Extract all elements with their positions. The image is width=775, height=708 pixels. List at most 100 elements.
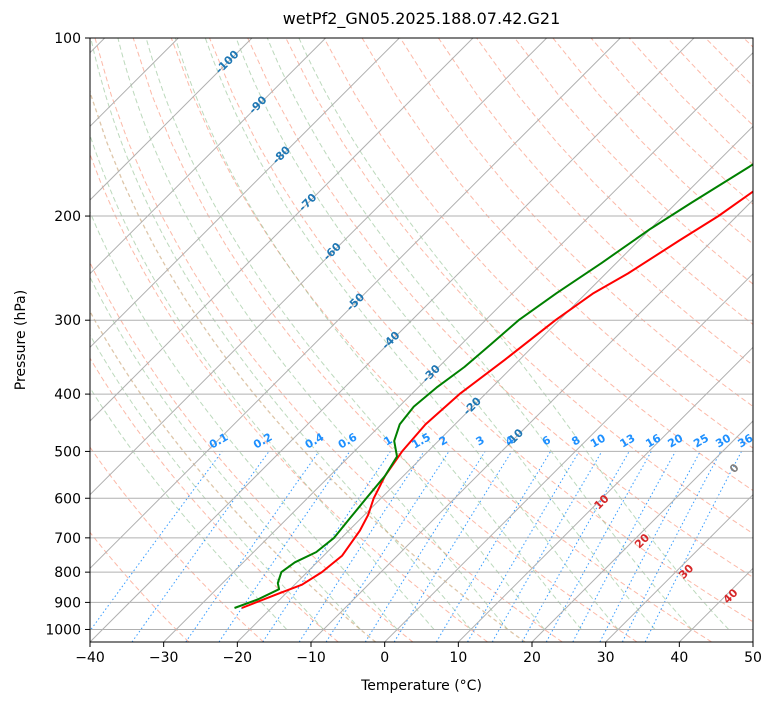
- dry-adiabat-reference: [90, 88, 526, 642]
- mixing-ratio-label: 6: [540, 433, 553, 448]
- mixing-ratio-line: [572, 451, 676, 642]
- line-labels: -100-90-80-70-60-50-40-30-20-1000.1 0.2 0.…: [207, 48, 756, 607]
- dry-adiabat: [170, 38, 712, 642]
- mixing-ratio-label: 1: [382, 433, 395, 448]
- mixing-ratio-label: 16: [643, 431, 663, 450]
- dry-adiabat: [667, 38, 753, 126]
- x-axis-label: Temperature (°C): [361, 678, 482, 694]
- moist-adiabat: [235, 38, 656, 630]
- isotherm-line: [236, 125, 753, 642]
- x-tick-label: −40: [75, 650, 105, 666]
- dewpoint-profile-line: [234, 163, 753, 609]
- y-tick-label: 300: [54, 313, 81, 329]
- dry-adiabat: [590, 38, 753, 205]
- profile-series: [234, 163, 753, 609]
- dry-adiabat-reference: [90, 310, 377, 642]
- mixing-ratio-label: 36: [736, 431, 756, 450]
- x-tick-label: −10: [296, 650, 326, 666]
- y-tick-label: 700: [54, 531, 81, 547]
- dry-adiabat: [476, 38, 753, 326]
- moist-adiabat: [266, 38, 693, 630]
- dry-adiabat: [552, 38, 753, 245]
- mixing-ratio-label: 1.5: [410, 430, 433, 451]
- y-axis-label: Pressure (hPa): [13, 289, 29, 391]
- dry-adiabat: [247, 38, 753, 578]
- mixing-ratio-line: [644, 451, 742, 642]
- dry-adiabat: [399, 38, 753, 408]
- mixing-ratio-line: [521, 451, 630, 642]
- isotherm-line: [678, 567, 753, 642]
- dry-adiabat: [323, 38, 753, 492]
- y-tick-label: 1000: [45, 622, 81, 638]
- mixing-ratio-line: [218, 451, 351, 642]
- mixing-ratio-label: 0.6: [336, 430, 360, 451]
- dry-adiabat: [90, 152, 488, 642]
- dry-adiabat: [743, 38, 753, 48]
- mixing-ratio-label: 2: [437, 433, 450, 448]
- x-tick-label: 50: [744, 650, 762, 666]
- isotherm-line: [384, 272, 753, 642]
- dry-adiabat: [90, 531, 190, 642]
- mixing-ratio-label: 20: [666, 431, 686, 450]
- y-tick-label: 100: [54, 31, 81, 47]
- moist-adiabat: [174, 38, 582, 630]
- dry-adiabat: [437, 38, 753, 366]
- moist-adiabat-label: 30: [676, 562, 696, 582]
- moist-adiabat: [204, 38, 619, 630]
- x-tick-label: −20: [223, 650, 253, 666]
- isotherm-line: [90, 38, 548, 496]
- mixing-ratio-line: [90, 451, 223, 632]
- dry-adiabat: [361, 38, 753, 449]
- mixing-ratio-label: 0.4: [303, 430, 327, 451]
- dry-adiabat: [90, 261, 414, 642]
- mixing-ratio-line: [298, 451, 425, 642]
- chart-title: wetPf2_GN05.2025.188.07.42.G21: [282, 9, 561, 28]
- mixing-ratio-line: [185, 451, 320, 642]
- isotherm-line: [90, 38, 695, 642]
- x-tick-label: 0: [380, 650, 389, 666]
- mixing-ratio-line: [393, 451, 513, 642]
- dry-adiabat: [94, 38, 563, 642]
- moist-adiabat: [117, 38, 509, 630]
- moist-adiabat: [90, 38, 472, 630]
- y-tick-label: 600: [54, 491, 81, 507]
- isotherm-line: [310, 199, 753, 642]
- y-tick-label: 200: [54, 209, 81, 225]
- mixing-ratio-line: [262, 451, 391, 642]
- isotherm-line: [90, 38, 400, 349]
- plot-frame: [89, 37, 754, 643]
- dry-adiabat: [90, 446, 264, 642]
- x-tick-label: −30: [149, 650, 179, 666]
- moist-adiabat: [298, 38, 730, 630]
- mixing-ratio-line: [545, 451, 652, 642]
- isotherm-line: [90, 38, 474, 422]
- y-tick-label: 500: [54, 444, 81, 460]
- isotherm-line: [163, 51, 753, 642]
- y-tick-label: 900: [54, 595, 81, 611]
- grid-lines: [90, 38, 753, 642]
- zero-isotherm-label: 0: [727, 461, 742, 476]
- moist-adiabat: [90, 276, 361, 630]
- dry-adiabat: [705, 38, 753, 87]
- mixing-ratio-label: 3: [474, 433, 487, 448]
- background-lines: [90, 38, 753, 642]
- dry-adiabat: [514, 38, 753, 285]
- mixing-ratio-line: [467, 451, 580, 642]
- dry-adiabat: [132, 38, 638, 642]
- moist-adiabat-label: 20: [632, 531, 652, 551]
- y-tick-label: 400: [54, 387, 81, 403]
- x-tick-label: 30: [597, 650, 615, 666]
- isotherm-line: [752, 641, 753, 642]
- moist-adiabat: [90, 133, 435, 630]
- mixing-ratio-line: [621, 451, 722, 642]
- x-tick-label: 10: [449, 650, 467, 666]
- mixing-ratio-label: 13: [618, 432, 638, 451]
- isotherm-line: [531, 420, 753, 642]
- mixing-ratio-line: [325, 451, 450, 642]
- y-axis: 100 200 300 400 500 600 700 800 900 1000: [45, 31, 90, 638]
- x-tick-label: 40: [670, 650, 688, 666]
- moist-adiabat: [145, 38, 545, 630]
- mixing-ratio-line: [599, 451, 701, 642]
